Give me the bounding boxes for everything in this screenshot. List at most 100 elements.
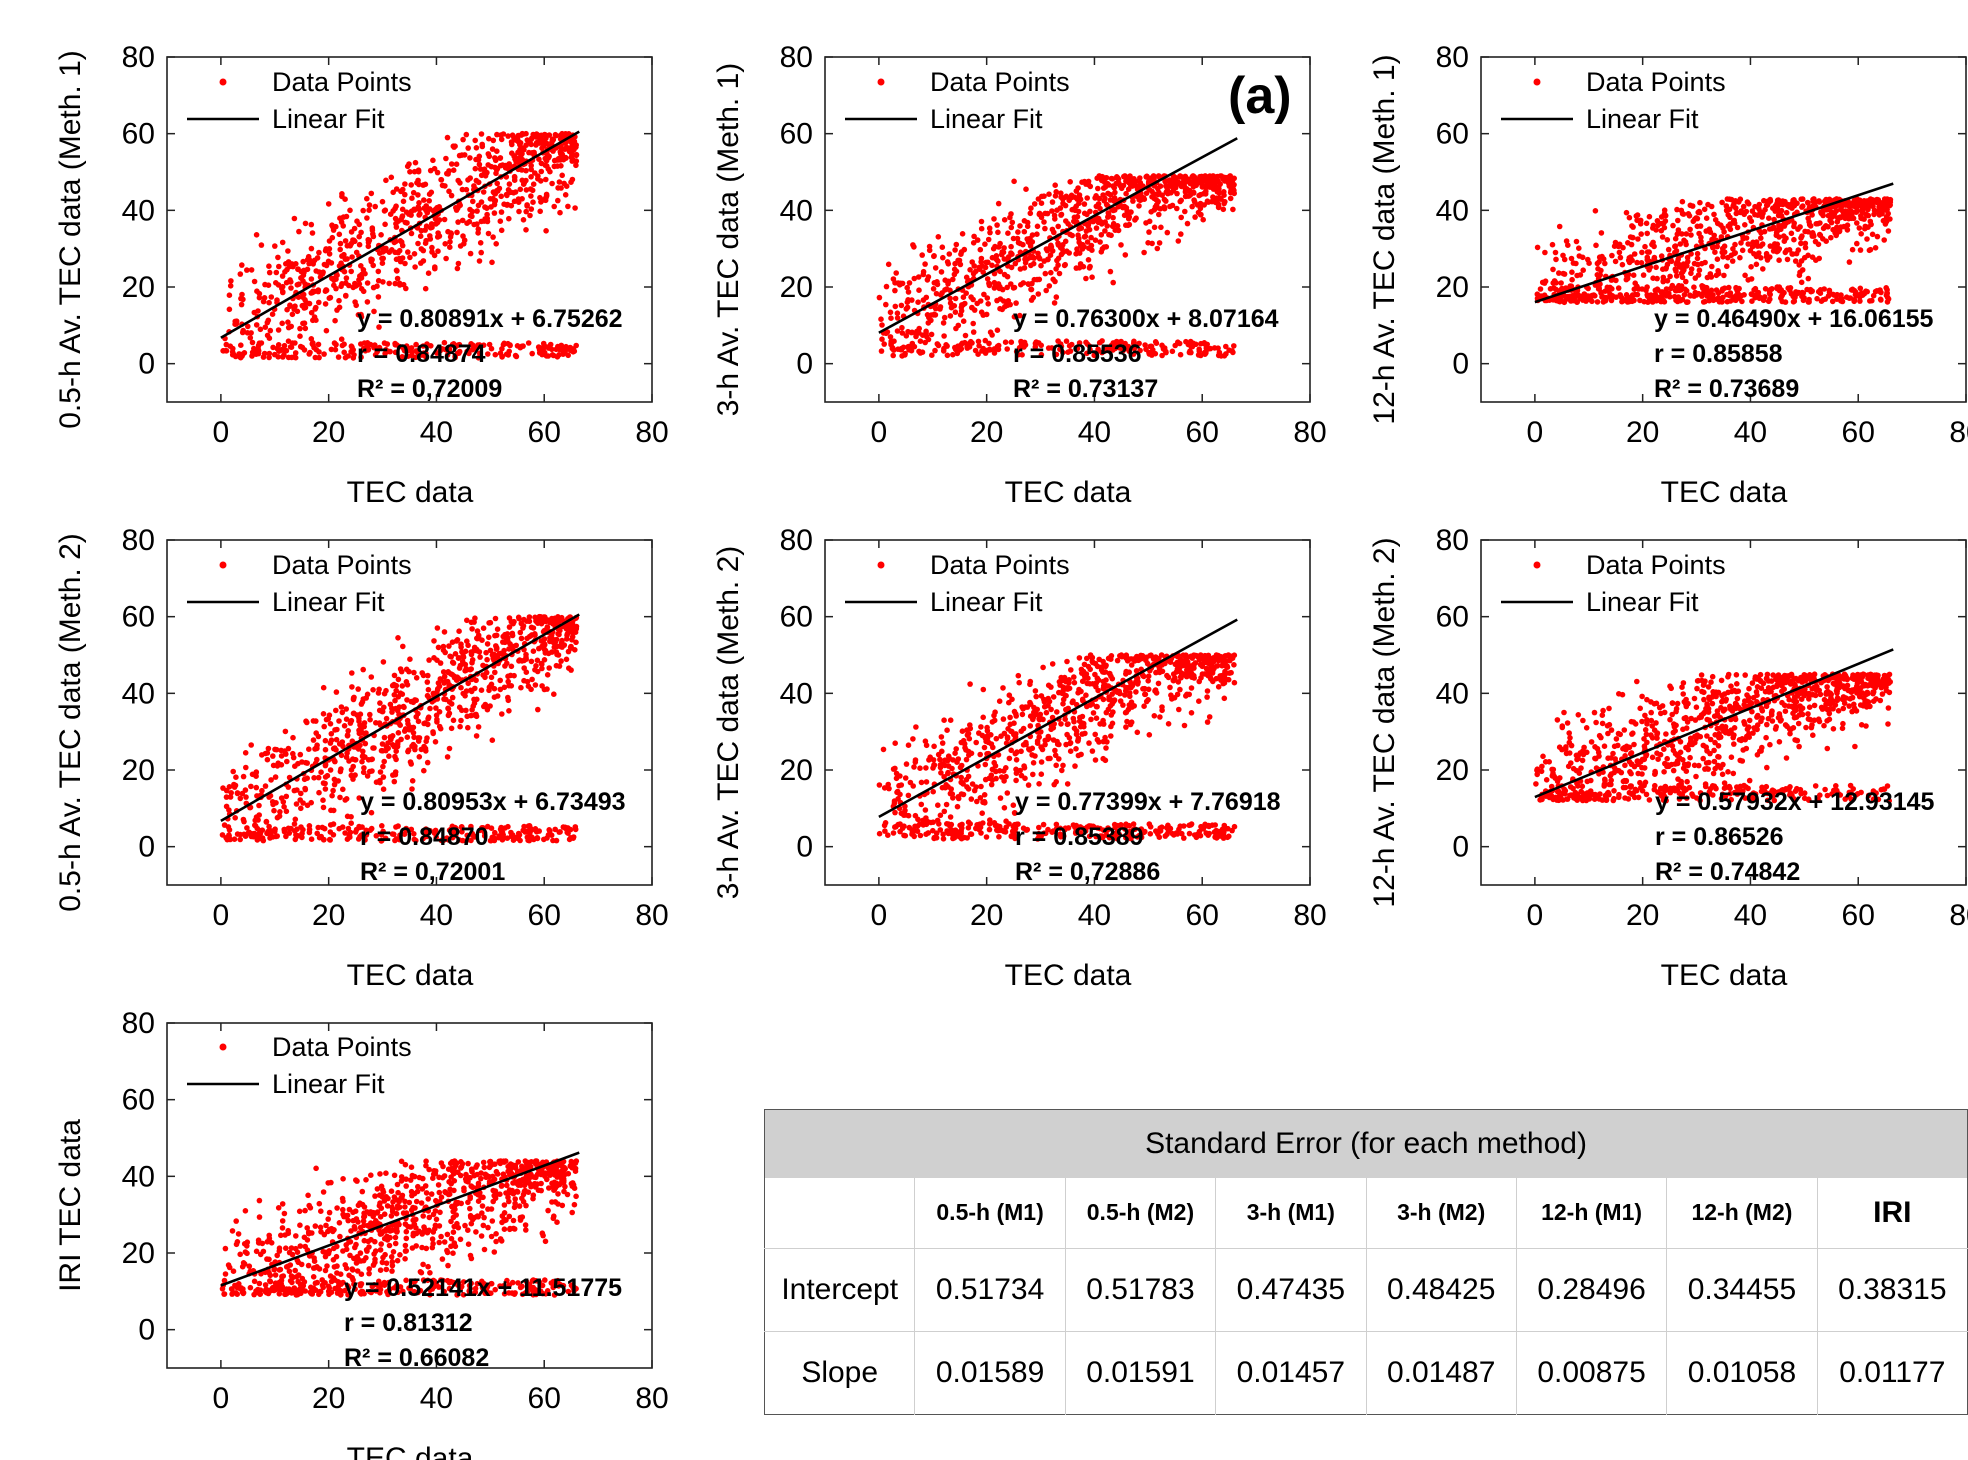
data-point	[1734, 288, 1741, 294]
data-point	[1685, 258, 1691, 265]
data-point	[472, 615, 478, 621]
data-point	[1736, 199, 1742, 205]
data-point	[297, 751, 304, 758]
data-point	[967, 267, 973, 273]
x-tick-label: 40	[420, 416, 453, 449]
data-point	[1176, 706, 1182, 713]
data-point	[1683, 241, 1689, 248]
data-point	[507, 672, 514, 679]
data-point	[375, 277, 382, 284]
data-point	[1558, 280, 1564, 286]
data-point	[328, 346, 335, 353]
data-point	[963, 274, 970, 281]
data-point	[1038, 351, 1045, 358]
data-point	[541, 657, 548, 663]
data-point	[1731, 217, 1737, 224]
data-point	[931, 311, 937, 318]
data-point	[1089, 274, 1095, 281]
data-point	[388, 734, 395, 741]
data-point	[278, 346, 285, 353]
data-point	[1191, 180, 1198, 186]
y-tick-label: 0	[796, 348, 813, 381]
data-point	[986, 225, 993, 231]
legend-label-data-points: Data Points	[930, 67, 1070, 97]
data-point	[1799, 204, 1805, 210]
data-point	[881, 785, 888, 791]
data-point	[456, 350, 462, 356]
data-point	[1190, 190, 1197, 196]
data-point	[1136, 340, 1142, 347]
data-point	[911, 764, 917, 770]
data-point	[368, 674, 375, 680]
data-point	[1630, 234, 1636, 241]
data-point	[1791, 220, 1797, 226]
data-point	[978, 259, 984, 265]
data-point	[892, 303, 899, 310]
data-point	[1123, 178, 1129, 184]
data-point	[377, 700, 383, 706]
data-point	[1608, 277, 1615, 283]
data-point	[939, 244, 946, 250]
data-point	[253, 322, 260, 328]
data-point	[492, 829, 498, 836]
plot-frame	[824, 56, 1311, 403]
data-point	[427, 167, 434, 174]
data-point	[459, 829, 465, 835]
data-point	[295, 833, 301, 839]
data-point	[472, 137, 479, 144]
data-point	[259, 787, 265, 794]
data-point	[974, 237, 981, 243]
data-point	[1170, 178, 1177, 184]
data-point	[265, 745, 272, 752]
data-point	[523, 187, 530, 193]
data-point	[1076, 655, 1083, 661]
data-point	[367, 827, 374, 833]
data-point	[284, 266, 290, 273]
data-point	[452, 353, 458, 360]
data-point	[1834, 291, 1840, 298]
data-point	[539, 665, 545, 672]
data-point	[1004, 790, 1011, 796]
data-point	[1837, 296, 1844, 303]
data-point	[534, 657, 541, 664]
data-point	[322, 737, 329, 744]
data-point	[1043, 709, 1050, 716]
data-point	[435, 686, 441, 692]
data-point	[476, 258, 483, 264]
data-point	[937, 304, 944, 310]
data-point	[484, 656, 490, 663]
data-point	[1050, 694, 1057, 700]
data-point	[407, 759, 414, 765]
data-point	[1049, 208, 1055, 214]
data-point	[348, 772, 355, 779]
data-point	[1227, 195, 1234, 202]
data-point	[323, 716, 330, 723]
data-point	[1569, 269, 1575, 276]
data-point	[382, 221, 388, 228]
data-point	[475, 355, 482, 361]
data-point	[491, 651, 497, 658]
data-point	[1220, 206, 1227, 213]
data-point	[1671, 293, 1678, 300]
data-point	[379, 741, 386, 747]
data-point	[546, 665, 552, 671]
data-point	[484, 211, 490, 218]
data-point	[1724, 196, 1731, 202]
data-point	[356, 795, 363, 801]
data-point	[270, 762, 277, 769]
data-point	[1062, 261, 1068, 268]
data-point	[280, 354, 286, 360]
data-point	[505, 352, 512, 358]
data-point	[1034, 706, 1040, 713]
data-point	[436, 233, 443, 239]
data-point	[275, 342, 282, 348]
data-point	[366, 202, 373, 208]
data-point	[421, 350, 427, 356]
data-point	[1184, 220, 1191, 227]
data-point	[411, 836, 418, 843]
data-point	[1083, 228, 1090, 234]
data-point	[294, 787, 300, 793]
data-point	[462, 693, 468, 699]
data-point	[1866, 247, 1873, 254]
data-point	[920, 332, 926, 339]
